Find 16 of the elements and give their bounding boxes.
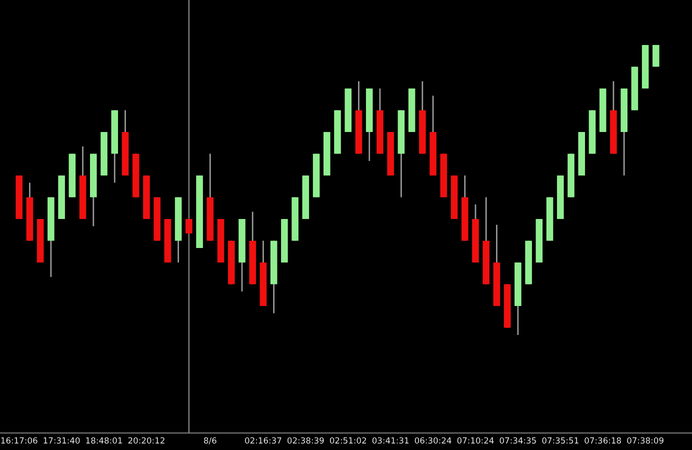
- x-tick-label: 07:35:51: [542, 437, 578, 444]
- x-tick-label: 07:36:18: [584, 437, 621, 444]
- x-tick-label: 20:20:12: [128, 437, 164, 444]
- x-tick-label: 03:41:31: [372, 437, 409, 444]
- x-tick-label: 17:31:40: [44, 437, 80, 444]
- x-tick-label: 18:48:01: [86, 437, 122, 444]
- x-tick-label: 06:30:24: [414, 437, 452, 444]
- x-tick-label: 07:10:24: [457, 437, 494, 444]
- x-tick-label: 02:51:02: [330, 437, 366, 444]
- x-tick-label: 07:38:09: [627, 437, 664, 444]
- x-tick-label: 02:16:37: [245, 437, 282, 444]
- x-tick-label: 02:38:39: [288, 437, 324, 444]
- candlestick: [186, 218, 192, 234]
- x-tick-label: 16:17:06: [1, 437, 38, 444]
- x-tick-label: 07:34:35: [500, 437, 536, 444]
- x-tick-label: 8/6: [204, 437, 216, 444]
